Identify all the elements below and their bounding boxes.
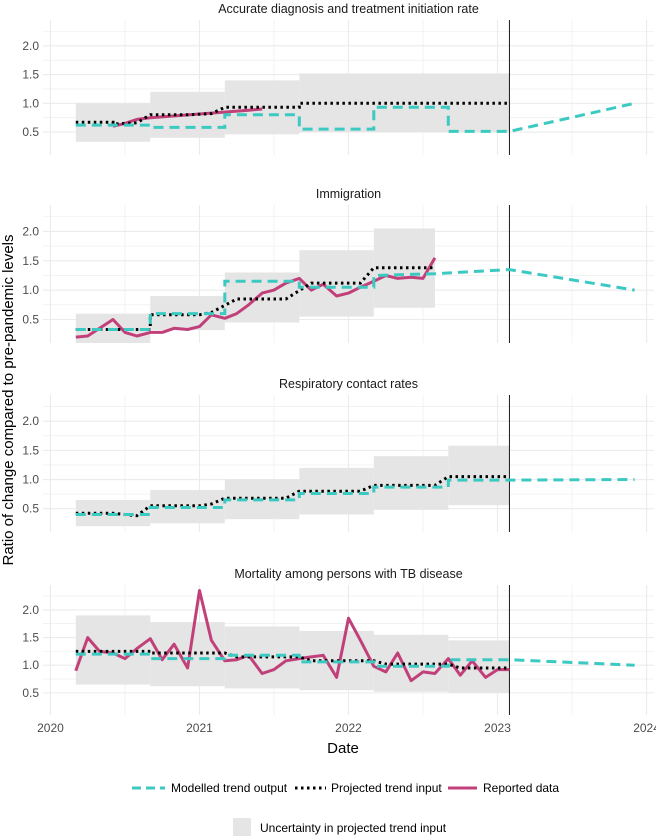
- y-tick-label: 1.5: [22, 443, 39, 457]
- panel-title: Accurate diagnosis and treatment initiat…: [218, 2, 479, 16]
- y-axis-title: Ratio of change compared to pre-pandemic…: [0, 234, 17, 565]
- y-tick-label: 2.0: [22, 603, 39, 617]
- y-tick-label: 2.0: [22, 414, 39, 428]
- x-tick-label: 2021: [186, 721, 213, 735]
- y-tick-label: 0.5: [22, 313, 39, 327]
- x-tick-label: 2022: [335, 721, 362, 735]
- modelled-trend-line: [75, 268, 635, 331]
- reported-data-line: [74, 589, 510, 683]
- y-tick-label: 0.5: [22, 125, 39, 139]
- panel-title: Respiratory contact rates: [279, 377, 418, 391]
- y-tick-label: 0.5: [22, 686, 39, 700]
- legend-uncertainty-label: Uncertainty in projected trend input: [260, 821, 447, 835]
- y-tick-label: 1.5: [22, 254, 39, 268]
- panel-title: Mortality among persons with TB disease: [234, 567, 462, 581]
- panel-1: 0.5 1.0 1.5 2.0 Accurate diagnosis and treat…: [22, 2, 654, 155]
- reported-data-line: [75, 257, 437, 339]
- legend-uncertainty-key: [233, 818, 251, 836]
- x-tick-label: 2023: [484, 721, 511, 735]
- x-tick-label: 2024: [633, 721, 656, 735]
- panel-2: 0.5 1.0 1.5 2.0 Immigration: [22, 187, 654, 343]
- panel-3: 0.5 1.0 1.5 2.0 Respiratory contact rates: [22, 377, 654, 532]
- projected-trend-line: [75, 649, 510, 670]
- panel-title: Immigration: [316, 187, 381, 201]
- legend: Modelled trend output Projected trend in…: [132, 781, 559, 836]
- y-tick-label: 0.5: [22, 502, 39, 516]
- x-axis-title: Date: [327, 740, 359, 757]
- x-tick-label: 2020: [37, 721, 64, 735]
- y-tick-label: 1.0: [22, 96, 39, 110]
- legend-reported-label: Reported data: [483, 781, 559, 795]
- legend-modelled-label: Modelled trend output: [171, 781, 288, 795]
- y-tick-label: 1.5: [22, 68, 39, 82]
- panel-4: 0.5 1.0 1.5 2.0 Mortality among persons with…: [22, 567, 654, 715]
- x-axis: 2020 2021 2022 2023 2024: [37, 721, 656, 735]
- y-tick-label: 1.0: [22, 658, 39, 672]
- panels-layer: 0.5 1.0 1.5 2.0 Accurate diagnosis and treat…: [22, 2, 654, 715]
- uncertainty-band: [373, 456, 449, 510]
- y-tick-label: 1.5: [22, 631, 39, 645]
- y-tick-label: 2.0: [22, 224, 39, 238]
- legend-projected-label: Projected trend input: [331, 781, 442, 795]
- modelled-trend-line: [75, 478, 635, 516]
- y-tick-label: 2.0: [22, 39, 39, 53]
- y-tick-label: 1.0: [22, 473, 39, 487]
- y-tick-label: 1.0: [22, 283, 39, 297]
